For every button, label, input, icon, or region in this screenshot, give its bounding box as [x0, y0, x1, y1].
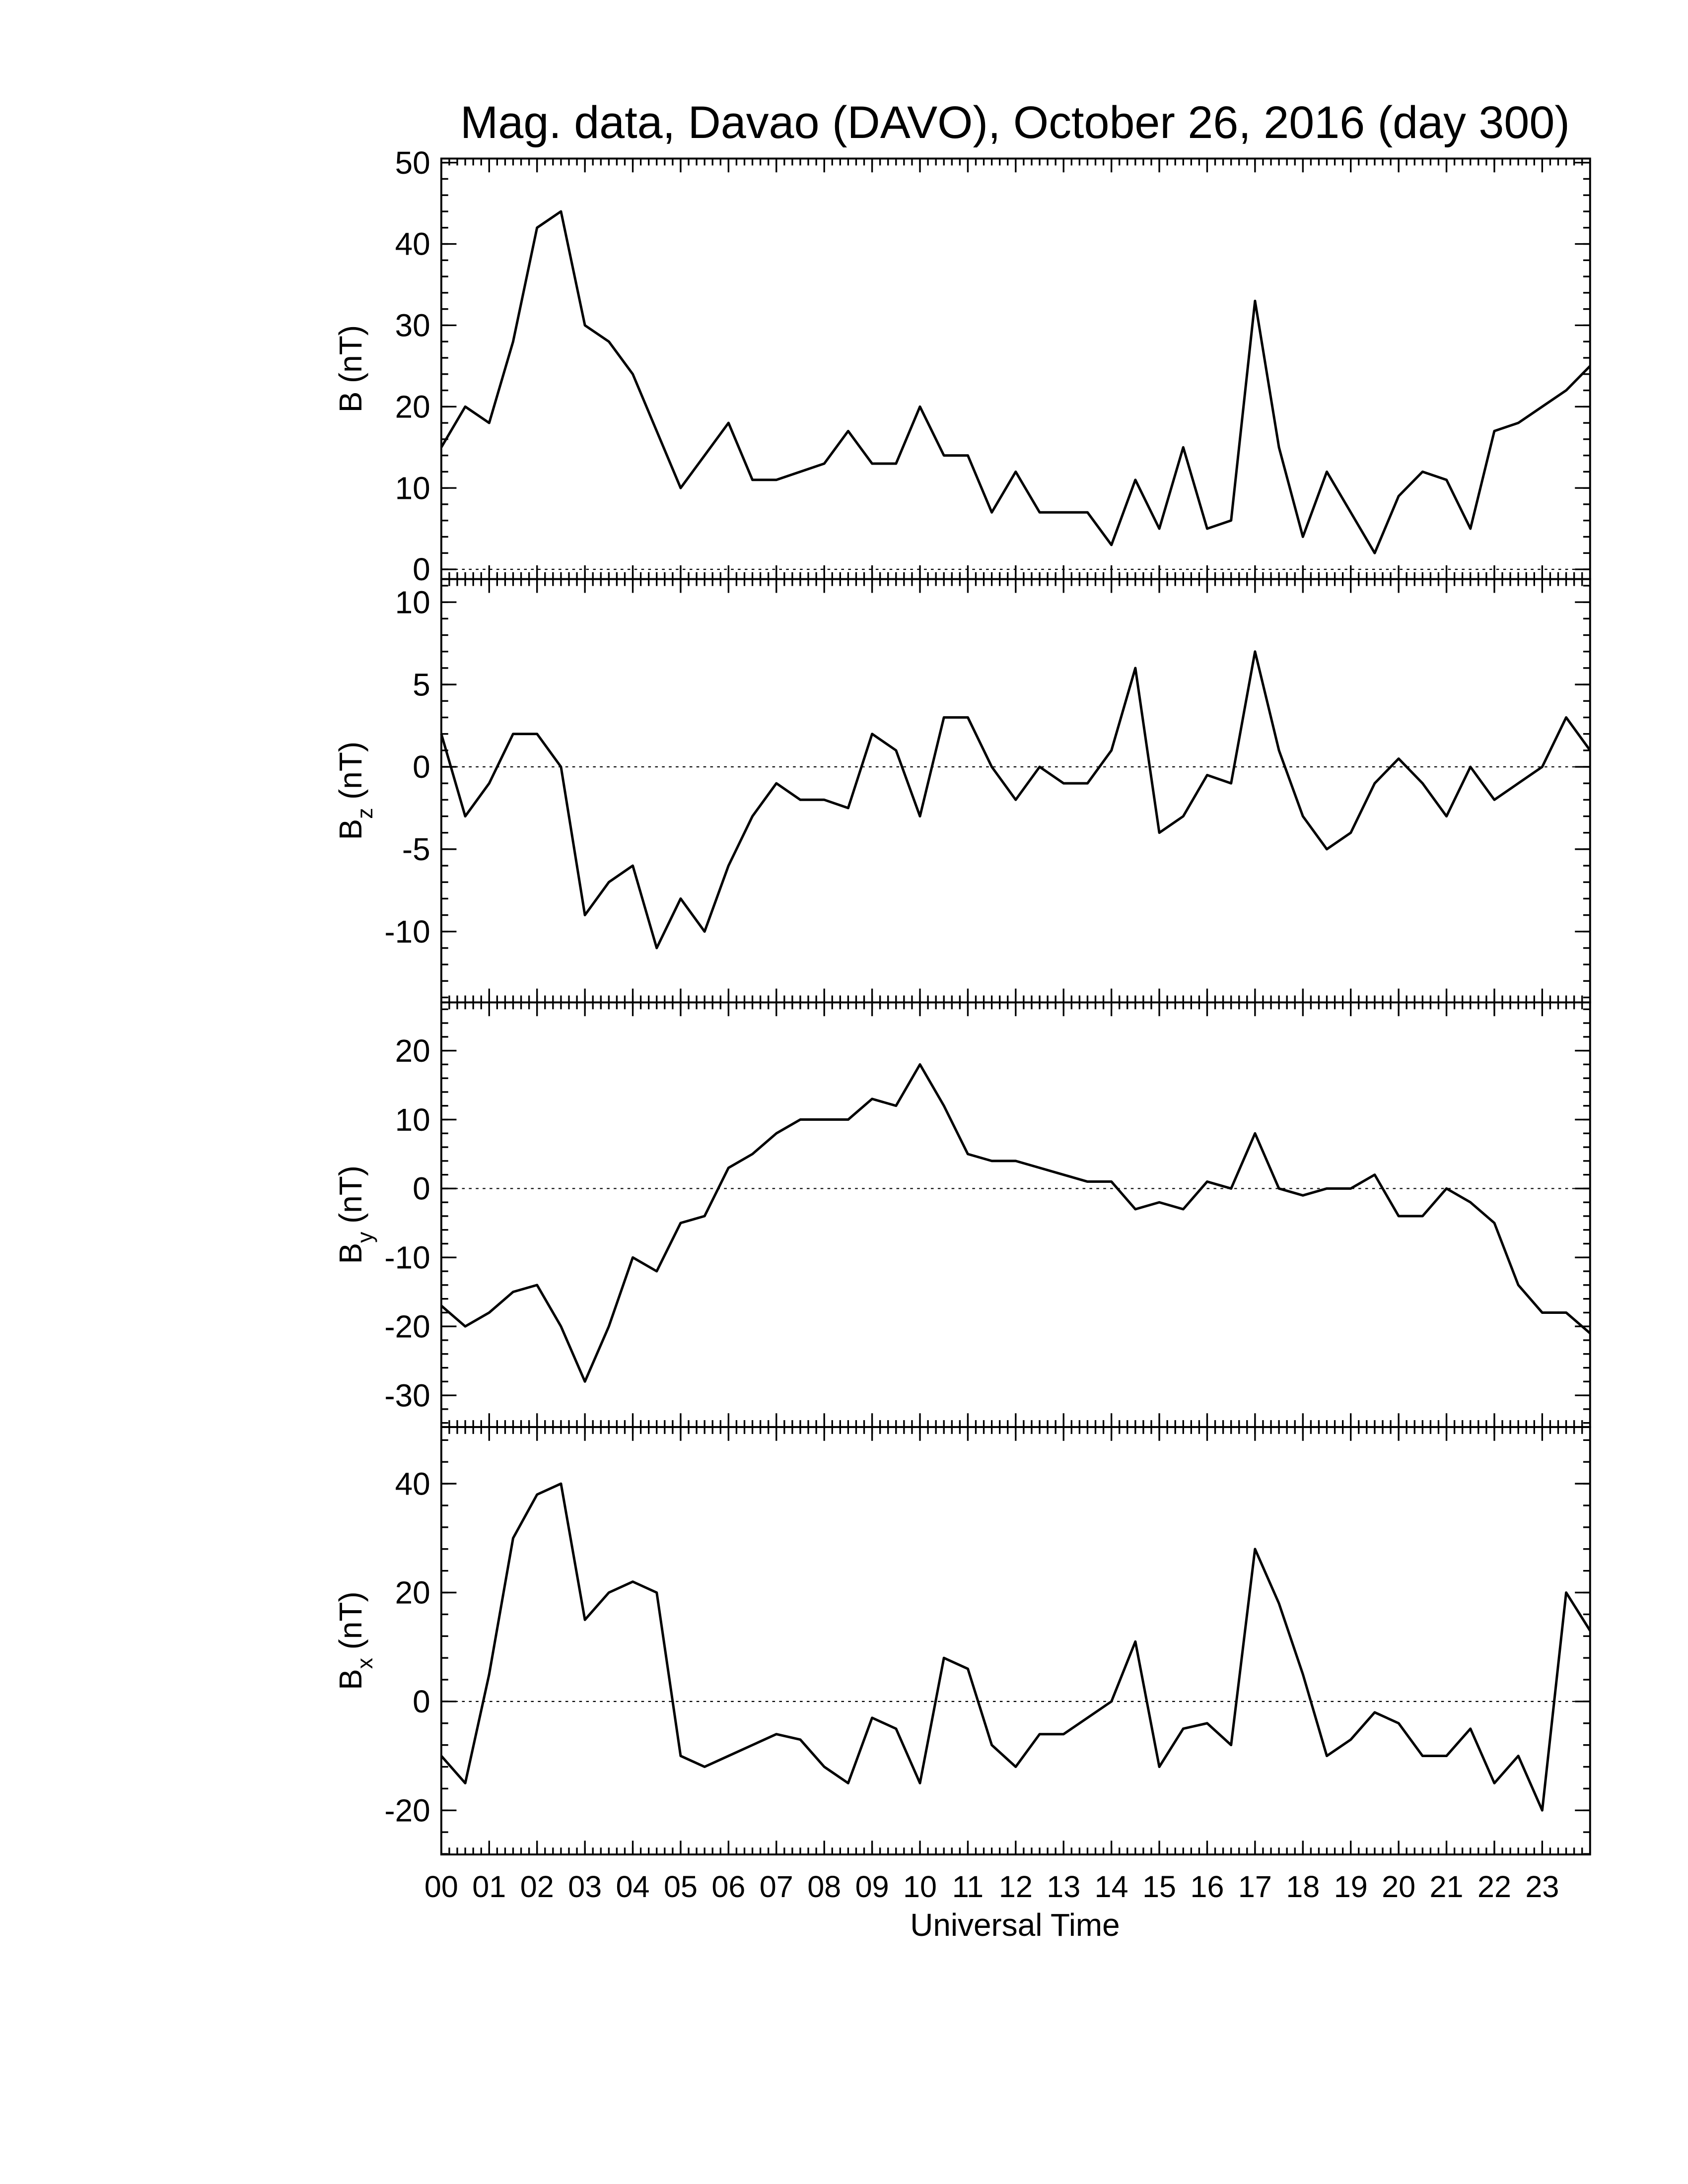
- x-tick-label: 06: [711, 1870, 745, 1904]
- y-tick-label: 40: [395, 226, 430, 262]
- x-axis-label: Universal Time: [910, 1907, 1120, 1943]
- y-axis-label: By (nT): [333, 1165, 377, 1264]
- y-tick-label: -20: [384, 1792, 430, 1828]
- x-tick-label: 04: [616, 1870, 650, 1904]
- x-tick-label: 14: [1095, 1870, 1128, 1904]
- x-tick-label: 15: [1142, 1870, 1176, 1904]
- y-tick-label: 30: [395, 308, 430, 343]
- y-tick-label: 50: [395, 145, 430, 181]
- y-tick-label: 0: [413, 1171, 430, 1207]
- y-label-unit: (nT): [333, 742, 368, 800]
- data-line: [440, 650, 1591, 950]
- y-label-base: B: [333, 1243, 368, 1264]
- x-tick-label: 19: [1334, 1870, 1368, 1904]
- y-label-base: B: [333, 819, 368, 840]
- x-tick-label: 10: [903, 1870, 937, 1904]
- y-tick-label: -10: [384, 914, 430, 950]
- x-tick-label: 11: [952, 1870, 984, 1904]
- y-label-unit: (nT): [333, 1165, 368, 1224]
- x-tick-label: 23: [1525, 1870, 1559, 1904]
- x-tick-label: 09: [855, 1870, 889, 1904]
- y-tick-label: -20: [384, 1308, 430, 1344]
- y-tick-label: -10: [384, 1240, 430, 1276]
- y-label-sub: z: [353, 808, 377, 819]
- x-tick-label: 18: [1286, 1870, 1320, 1904]
- x-tick-label: 07: [760, 1870, 793, 1904]
- y-tick-label: 0: [413, 749, 430, 785]
- y-axis-label: B (nT): [333, 325, 368, 412]
- y-tick-label: 10: [395, 584, 430, 620]
- y-label-sub: y: [353, 1231, 377, 1243]
- data-line: [440, 210, 1591, 554]
- x-tick-label: 03: [568, 1870, 602, 1904]
- y-label-base: B: [333, 1669, 368, 1690]
- x-tick-label: 02: [520, 1870, 554, 1904]
- x-tick-label: 00: [424, 1870, 458, 1904]
- y-tick-label: 10: [395, 1102, 430, 1138]
- y-tick-label: -5: [402, 831, 430, 867]
- x-tick-label: 16: [1190, 1870, 1224, 1904]
- chart-title: Mag. data, Davao (DAVO), October 26, 201…: [460, 97, 1570, 148]
- x-tick-label: 12: [999, 1870, 1033, 1904]
- y-tick-label: -30: [384, 1377, 430, 1413]
- x-tick-label: 21: [1430, 1870, 1464, 1904]
- y-tick-label: 5: [413, 667, 430, 702]
- y-axis-label: Bz (nT): [333, 742, 377, 840]
- y-tick-label: 20: [395, 389, 430, 424]
- y-tick-label: 20: [395, 1575, 430, 1611]
- x-tick-label: 08: [807, 1870, 841, 1904]
- data-line: [440, 1482, 1591, 1812]
- x-tick-label: 20: [1382, 1870, 1415, 1904]
- x-tick-label: 13: [1047, 1870, 1080, 1904]
- x-tick-label: 17: [1238, 1870, 1272, 1904]
- x-tick-label: 05: [664, 1870, 698, 1904]
- data-line: [440, 1063, 1591, 1383]
- y-tick-label: 0: [413, 1684, 430, 1719]
- y-axis-label: Bx (nT): [333, 1591, 377, 1690]
- y-label-unit: (nT): [333, 1591, 368, 1649]
- y-label-unit: (nT): [333, 325, 368, 383]
- plot-frame: [440, 1426, 1591, 1856]
- y-tick-label: 0: [413, 551, 430, 587]
- y-label-base: B: [333, 392, 368, 413]
- y-label-sub: x: [353, 1658, 377, 1669]
- x-tick-label: 01: [472, 1870, 506, 1904]
- y-tick-label: 10: [395, 470, 430, 506]
- y-tick-label: 20: [395, 1033, 430, 1069]
- y-tick-label: 40: [395, 1466, 430, 1502]
- x-tick-label: 22: [1477, 1870, 1511, 1904]
